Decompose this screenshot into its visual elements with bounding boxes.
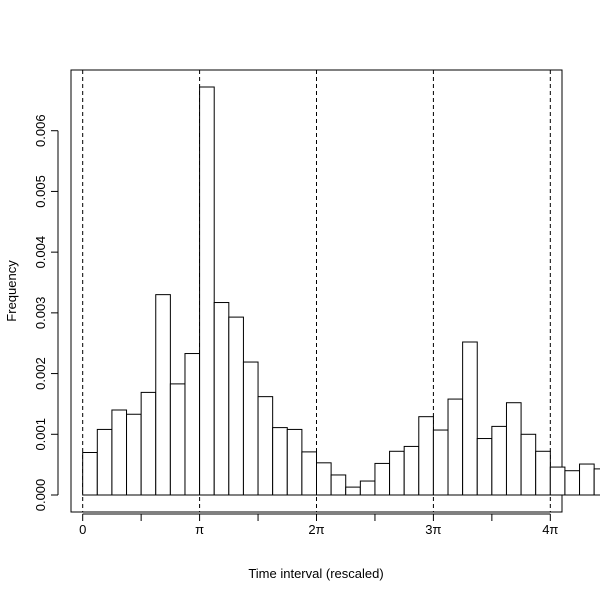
x-tick-label-0: 0 bbox=[79, 522, 86, 537]
histogram-bar-32 bbox=[549, 466, 566, 496]
histogram-bar-18 bbox=[345, 486, 361, 496]
x-tick-label-2: π bbox=[195, 522, 204, 537]
histogram-bar-25 bbox=[447, 398, 464, 496]
histogram-bar-22 bbox=[403, 445, 420, 496]
histogram-bar-27 bbox=[476, 438, 493, 496]
histogram-bar-35 bbox=[593, 468, 600, 496]
histogram-bar-33 bbox=[564, 470, 581, 496]
y-tick-label-0: 0.000 bbox=[33, 479, 48, 512]
y-tick-label-1: 0.001 bbox=[33, 418, 48, 451]
y-tick-label-3: 0.003 bbox=[33, 297, 48, 330]
histogram-bar-10 bbox=[228, 316, 244, 496]
histogram-bar-21 bbox=[389, 450, 405, 496]
histogram-bar-19 bbox=[359, 480, 376, 496]
y-axis: 0.000 0.001 0.002 0.003 0.004 0.005 0.006 bbox=[33, 114, 59, 512]
histogram-bar-20 bbox=[374, 462, 391, 496]
histogram-bar-16 bbox=[316, 462, 332, 496]
histogram-bar-11 bbox=[242, 361, 259, 496]
histogram-bar-13 bbox=[272, 427, 288, 496]
histogram-bar-34 bbox=[579, 463, 595, 496]
histogram-bar-30 bbox=[520, 433, 537, 496]
histogram-bar-14 bbox=[286, 428, 303, 496]
histogram-bar-24 bbox=[432, 429, 449, 496]
histogram-bar-3 bbox=[126, 413, 142, 496]
histogram-bar-29 bbox=[505, 402, 522, 496]
x-axis: 0 π 2π 3π 4π bbox=[79, 513, 558, 537]
histogram-bar-17 bbox=[330, 474, 347, 496]
histogram-bar-23 bbox=[418, 416, 434, 496]
histogram-bar-7 bbox=[184, 353, 201, 496]
histogram-bar-4 bbox=[140, 391, 157, 496]
histogram-bar-9 bbox=[213, 302, 230, 496]
histogram-bar-6 bbox=[169, 383, 186, 496]
histogram-bar-31 bbox=[535, 450, 551, 496]
x-tick-label-6: 3π bbox=[425, 522, 441, 537]
x-axis-title: Time interval (rescaled) bbox=[248, 566, 383, 581]
histogram-bar-5 bbox=[155, 294, 171, 496]
histogram-bar-12 bbox=[257, 396, 274, 496]
histogram-bar-0 bbox=[82, 452, 98, 496]
histogram-bar-26 bbox=[462, 341, 478, 496]
x-tick-label-4: 2π bbox=[308, 522, 324, 537]
y-tick-label-5: 0.005 bbox=[33, 175, 48, 208]
histogram-bar-8 bbox=[199, 86, 215, 496]
y-tick-label-4: 0.004 bbox=[33, 236, 48, 269]
x-tick-label-8: 4π bbox=[542, 522, 558, 537]
histogram-bars bbox=[82, 86, 600, 496]
histogram-bar-28 bbox=[491, 425, 507, 496]
y-axis-title: Frequency bbox=[4, 260, 19, 322]
histogram-bar-1 bbox=[96, 428, 113, 496]
histogram-bar-2 bbox=[111, 409, 128, 496]
y-tick-label-6: 0.006 bbox=[33, 114, 48, 147]
histogram-bar-15 bbox=[301, 451, 317, 496]
y-tick-label-2: 0.002 bbox=[33, 357, 48, 390]
